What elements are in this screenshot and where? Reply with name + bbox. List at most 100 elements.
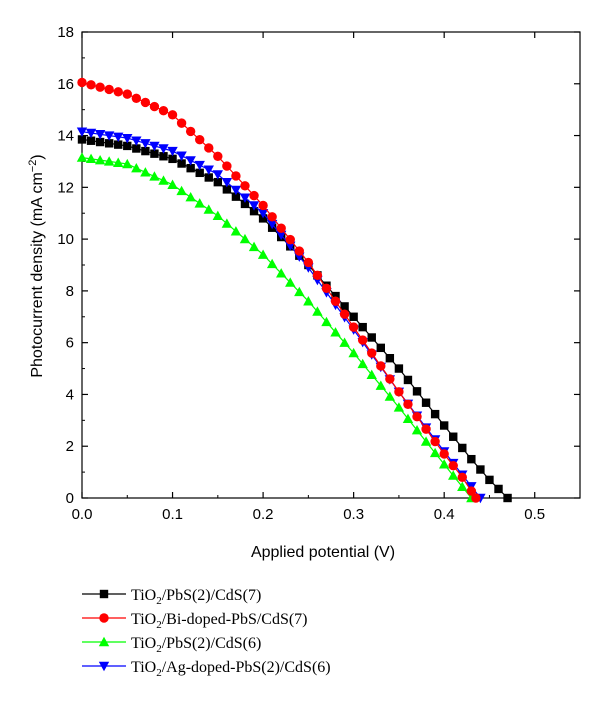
data-point <box>349 312 358 321</box>
data-point <box>421 398 431 407</box>
data-point <box>312 306 323 316</box>
legend-item: TiO2/PbS(2)/CdS(7) <box>82 587 261 607</box>
data-point <box>167 146 178 157</box>
data-point <box>476 465 485 474</box>
data-series <box>76 77 512 504</box>
data-point <box>195 134 205 145</box>
data-point <box>177 159 186 168</box>
data-point <box>248 201 260 211</box>
series-3 <box>76 127 486 504</box>
data-point <box>176 185 187 196</box>
data-point <box>412 387 422 396</box>
data-point <box>312 270 323 281</box>
data-point <box>357 335 368 345</box>
data-point <box>367 348 377 358</box>
legend-label: TiO2/Bi-doped-PbS/CdS(7) <box>131 611 308 631</box>
data-point <box>429 447 441 458</box>
data-point <box>466 486 477 496</box>
series-1 <box>77 77 481 503</box>
data-point <box>131 136 142 146</box>
data-point <box>285 277 296 287</box>
data-point <box>203 204 214 214</box>
data-point <box>185 191 196 202</box>
series-line <box>81 157 472 499</box>
data-point <box>122 158 133 169</box>
data-point <box>294 246 305 256</box>
data-point <box>213 177 223 187</box>
data-point <box>239 193 251 203</box>
data-point <box>439 449 449 459</box>
data-point <box>123 141 132 151</box>
data-point <box>204 173 213 182</box>
data-point <box>114 140 123 149</box>
legend-item: TiO2/PbS(2)/CdS(6) <box>82 635 261 655</box>
data-point <box>212 210 224 221</box>
data-point <box>276 268 287 278</box>
series-0 <box>77 135 512 503</box>
data-point <box>294 286 305 297</box>
data-point <box>195 168 204 178</box>
data-point <box>176 151 187 161</box>
data-point <box>176 118 187 128</box>
data-point <box>239 233 251 244</box>
data-point <box>457 481 468 491</box>
data-point <box>448 460 458 471</box>
data-point <box>494 484 503 494</box>
data-point <box>141 146 150 156</box>
data-point <box>149 141 160 152</box>
y-tick-label: 12 <box>57 179 74 196</box>
data-point <box>439 421 449 430</box>
data-point <box>131 162 142 173</box>
x-tick-label: 0.1 <box>162 506 183 523</box>
legend-item: TiO2/Bi-doped-PbS/CdS(7) <box>82 611 308 631</box>
y-tick-label: 4 <box>66 386 74 403</box>
data-point <box>403 375 413 385</box>
data-point <box>412 412 422 422</box>
series-2 <box>76 152 477 503</box>
data-point <box>113 132 124 143</box>
data-point <box>94 154 106 165</box>
x-tick-label: 0.4 <box>434 506 455 523</box>
data-point <box>104 84 114 95</box>
data-point <box>95 82 105 92</box>
data-point <box>276 230 287 241</box>
data-point <box>303 296 314 306</box>
data-point <box>240 199 250 209</box>
legend-marker <box>98 636 110 647</box>
data-point <box>339 309 350 319</box>
data-point <box>420 436 432 446</box>
series-line <box>81 138 509 499</box>
data-point <box>367 333 376 342</box>
data-point <box>159 152 168 161</box>
data-point <box>122 89 132 99</box>
data-point <box>402 413 414 423</box>
data-point <box>366 369 377 379</box>
data-point <box>168 154 177 164</box>
data-point <box>194 198 205 208</box>
data-point <box>376 343 385 353</box>
data-point <box>140 167 151 177</box>
x-tick-label: 0.2 <box>253 506 274 523</box>
data-point <box>393 402 405 412</box>
legend-item: TiO2/Ag-doped-PbS(2)/CdS(6) <box>82 659 331 679</box>
y-tick-label: 10 <box>57 231 74 248</box>
data-point <box>438 459 450 469</box>
data-point <box>103 156 115 166</box>
data-point <box>231 192 241 201</box>
series-line <box>81 81 477 499</box>
x-axis-ticks: 0.0 0.1 0.2 0.3 0.4 0.5 <box>72 32 581 523</box>
y-tick-label: 8 <box>66 283 74 300</box>
data-point <box>77 135 87 144</box>
plot-border <box>81 31 581 499</box>
legend-marker <box>99 613 109 623</box>
data-point <box>394 364 404 373</box>
data-point <box>266 258 278 269</box>
data-point <box>231 171 241 181</box>
data-point <box>449 432 458 441</box>
data-point <box>330 296 341 306</box>
y-tick-label: 2 <box>66 438 74 455</box>
data-point <box>113 157 124 167</box>
data-point <box>503 493 512 503</box>
data-point <box>203 165 214 175</box>
data-point <box>186 163 195 173</box>
